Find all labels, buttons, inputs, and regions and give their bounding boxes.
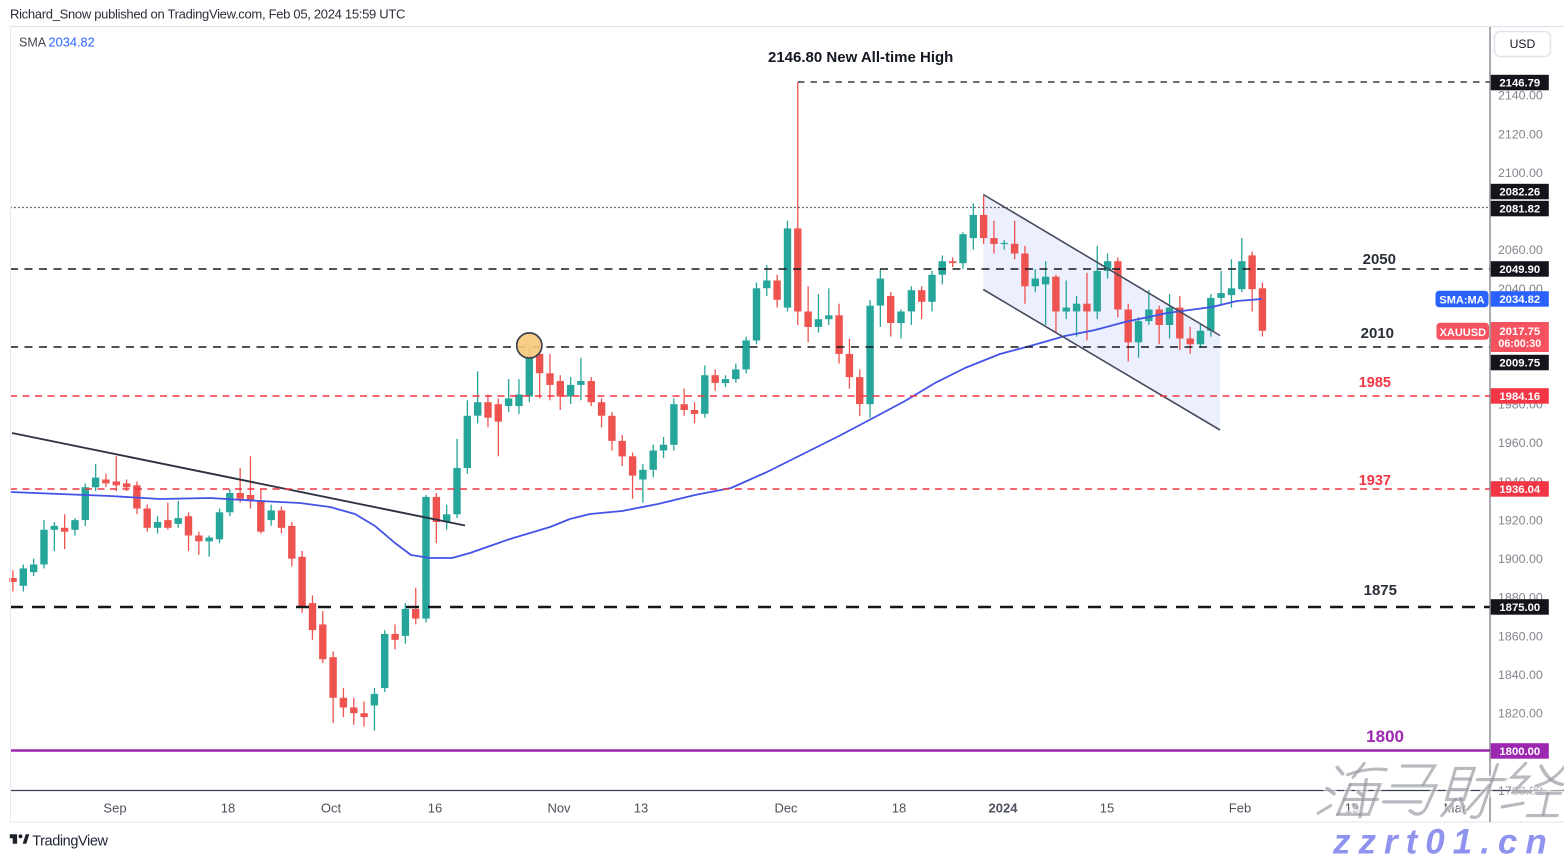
svg-text:1820.00: 1820.00 xyxy=(1498,707,1543,721)
svg-text:2060.00: 2060.00 xyxy=(1498,243,1543,257)
svg-text:1875.00: 1875.00 xyxy=(1499,602,1540,614)
svg-text:2082.26: 2082.26 xyxy=(1499,187,1540,199)
svg-text:1960.00: 1960.00 xyxy=(1498,436,1543,450)
svg-text:Dec: Dec xyxy=(774,801,798,816)
svg-text:2146.80 New All-time High: 2146.80 New All-time High xyxy=(768,49,953,66)
svg-text:2024: 2024 xyxy=(989,801,1019,816)
svg-text:USD: USD xyxy=(1510,37,1536,51)
svg-text:18: 18 xyxy=(221,801,235,816)
svg-text:2017.75: 2017.75 xyxy=(1499,326,1540,338)
svg-text:SMA:MA: SMA:MA xyxy=(1439,294,1484,306)
svg-text:Sep: Sep xyxy=(103,801,126,816)
svg-text:zzrt01.cn: zzrt01.cn xyxy=(1332,823,1555,857)
svg-text:1985: 1985 xyxy=(1359,375,1391,391)
svg-text:2120.00: 2120.00 xyxy=(1498,127,1543,141)
svg-text:1920.00: 1920.00 xyxy=(1498,514,1543,528)
svg-text:06:00:30: 06:00:30 xyxy=(1498,338,1541,350)
svg-text:Nov: Nov xyxy=(547,801,571,816)
svg-text:2049.90: 2049.90 xyxy=(1499,264,1540,276)
svg-text:2146.79: 2146.79 xyxy=(1499,78,1540,90)
svg-text:2010: 2010 xyxy=(1361,325,1394,342)
svg-text:2100.00: 2100.00 xyxy=(1498,166,1543,180)
svg-text:2081.82: 2081.82 xyxy=(1499,204,1540,216)
svg-text:2140.00: 2140.00 xyxy=(1498,89,1543,103)
svg-text:1875: 1875 xyxy=(1364,582,1397,599)
svg-text:13: 13 xyxy=(634,801,648,816)
svg-text:2009.75: 2009.75 xyxy=(1499,358,1540,370)
svg-text:2034.82: 2034.82 xyxy=(49,35,95,50)
svg-text:1984.16: 1984.16 xyxy=(1499,391,1540,403)
svg-text:1840.00: 1840.00 xyxy=(1498,668,1543,682)
svg-text:1860.00: 1860.00 xyxy=(1498,629,1543,643)
svg-text:Richard_Snow published on Trad: Richard_Snow published on TradingView.co… xyxy=(10,7,405,22)
svg-text:1936.04: 1936.04 xyxy=(1499,484,1541,496)
svg-text:Oct: Oct xyxy=(321,801,342,816)
svg-text:2050: 2050 xyxy=(1363,251,1396,268)
svg-text:XAUUSD: XAUUSD xyxy=(1440,327,1487,339)
svg-text:zzrt01.cn: zzrt01.cn xyxy=(1332,823,1555,857)
svg-text:2034.82: 2034.82 xyxy=(1499,294,1540,306)
svg-text:1800.00: 1800.00 xyxy=(1499,746,1540,758)
svg-text:15: 15 xyxy=(1100,801,1114,816)
svg-text:1937: 1937 xyxy=(1359,473,1391,489)
svg-text:Feb: Feb xyxy=(1229,801,1251,816)
svg-text:SMA: SMA xyxy=(19,36,47,50)
svg-text:1900.00: 1900.00 xyxy=(1498,552,1543,566)
svg-text:18: 18 xyxy=(892,801,906,816)
svg-text:1800: 1800 xyxy=(1366,727,1404,746)
svg-text:TradingView: TradingView xyxy=(32,834,108,850)
svg-text:16: 16 xyxy=(428,801,442,816)
